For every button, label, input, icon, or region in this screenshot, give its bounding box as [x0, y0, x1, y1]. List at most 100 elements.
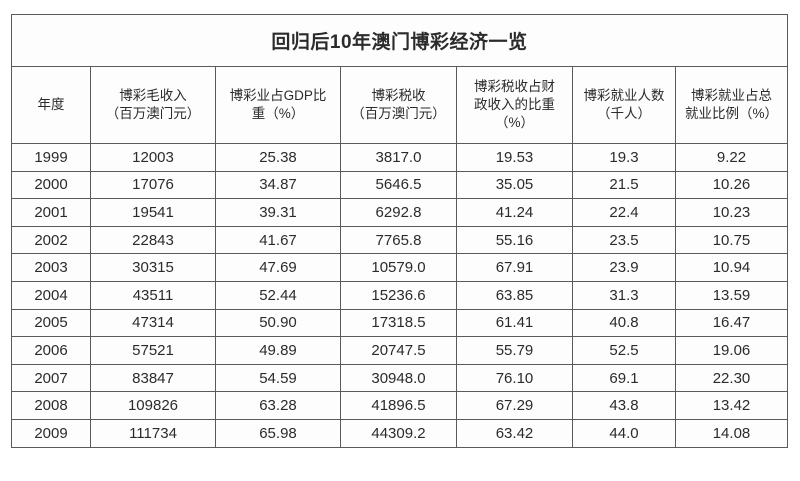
table-header-row: 年度 博彩毛收入 （百万澳门元） 博彩业占GDP比 重（%） 博彩税收 （百万澳门元） 博彩税… [11, 66, 788, 144]
table-cell: 55.79 [456, 336, 573, 365]
column-header-4: 博彩税收占财 政收入的比重 （%） [456, 66, 573, 144]
table-cell: 49.89 [215, 336, 341, 365]
column-header-line: 博彩业占GDP比 [229, 88, 327, 104]
table-title-row: 回归后10年澳门博彩经济一览 [11, 14, 788, 67]
table-cell: 22843 [90, 225, 216, 255]
table-cell: 17076 [90, 170, 216, 200]
column-header-line: 博彩税收 [371, 88, 426, 104]
row-year-cell: 2004 [11, 280, 91, 310]
column-header-line: 博彩税收占财 [474, 79, 555, 95]
table-cell: 63.42 [456, 418, 573, 448]
table-cell: 3817.0 [340, 143, 457, 172]
row-year-cell: 2002 [11, 225, 91, 255]
column-header-0: 年度 [11, 66, 91, 144]
table-cell: 30315 [90, 253, 216, 282]
column-header-line: 博彩就业人数 [583, 88, 665, 104]
row-year-cell: 2000 [11, 170, 91, 200]
table-cell: 13.42 [675, 391, 788, 420]
table-cell: 43.8 [572, 391, 676, 420]
table-cell: 20747.5 [340, 336, 457, 365]
table-cell: 47.69 [215, 253, 341, 282]
table-cell: 76.10 [456, 363, 573, 393]
column-header-5: 博彩就业人数 （千人） [572, 66, 676, 144]
table-cell: 43511 [90, 280, 216, 310]
table-cell: 30948.0 [340, 363, 457, 393]
column-header-line: （%） [494, 114, 534, 130]
column-header-1: 博彩毛收入 （百万澳门元） [90, 66, 216, 144]
table-cell: 52.44 [215, 280, 341, 310]
column-header-6: 博彩就业占总 就业比例（%） [675, 66, 788, 144]
table-cell: 19.06 [675, 336, 788, 365]
table-title: 回归后10年澳门博彩经济一览 [11, 14, 788, 67]
column-header-line: 博彩就业占总 [691, 88, 772, 104]
table-cell: 67.29 [456, 391, 573, 420]
table-row: 2003 30315 47.69 10579.0 67.91 23.9 10.94 [11, 253, 788, 282]
table-cell: 25.38 [215, 143, 341, 172]
table-row: 2009 111734 65.98 44309.2 63.42 44.0 14.08 [11, 418, 788, 448]
table-cell: 10579.0 [340, 253, 457, 282]
table-cell: 41896.5 [340, 391, 457, 420]
table-cell: 39.31 [215, 198, 341, 227]
table-cell: 9.22 [675, 143, 788, 172]
table-body: 回归后10年澳门博彩经济一览 年度 博彩毛收入 （百万澳门元） 博彩业占GDP比 重（%… [11, 14, 788, 448]
table-cell: 83847 [90, 363, 216, 393]
table-cell: 31.3 [572, 280, 676, 310]
column-header-line: （百万澳门元） [351, 106, 446, 121]
table-cell: 41.67 [215, 225, 341, 255]
table-cell: 19541 [90, 198, 216, 227]
row-year-cell: 2001 [11, 198, 91, 227]
column-header-line: 年度 [37, 97, 65, 113]
table-row: 2007 83847 54.59 30948.0 76.10 69.1 22.30 [11, 363, 788, 393]
table-cell: 23.5 [572, 225, 676, 255]
table-cell: 67.91 [456, 253, 573, 282]
table-cell: 63.85 [456, 280, 573, 310]
table-cell: 61.41 [456, 308, 573, 338]
column-header-line: 博彩毛收入 [119, 88, 187, 104]
table-cell: 10.75 [675, 225, 788, 255]
table-cell: 5646.5 [340, 170, 457, 200]
column-header-3: 博彩税收 （百万澳门元） [340, 66, 457, 144]
table-cell: 44309.2 [340, 418, 457, 448]
table-row: 2001 19541 39.31 6292.8 41.24 22.4 10.23 [11, 198, 788, 227]
table-cell: 13.59 [675, 280, 788, 310]
table-cell: 50.90 [215, 308, 341, 338]
row-year-cell: 2005 [11, 308, 91, 338]
row-year-cell: 2006 [11, 336, 91, 365]
table-cell: 54.59 [215, 363, 341, 393]
column-header-line: （百万澳门元） [105, 106, 201, 121]
macau-gaming-economy-table: 回归后10年澳门博彩经济一览 年度 博彩毛收入 （百万澳门元） 博彩业占GDP比 重（%… [11, 14, 788, 448]
table-cell: 47314 [90, 308, 216, 338]
table-cell: 7765.8 [340, 225, 457, 255]
column-header-line: 就业比例（%） [684, 106, 778, 121]
column-header-line: （千人） [597, 106, 651, 121]
table-cell: 69.1 [572, 363, 676, 393]
column-header-line: 政收入的比重 [474, 97, 555, 113]
table-cell: 40.8 [572, 308, 676, 338]
table-cell: 41.24 [456, 198, 573, 227]
table-cell: 63.28 [215, 391, 341, 420]
table-cell: 22.4 [572, 198, 676, 227]
table-row: 2002 22843 41.67 7765.8 55.16 23.5 10.75 [11, 225, 788, 255]
table-cell: 44.0 [572, 418, 676, 448]
table-cell: 19.3 [572, 143, 676, 172]
table-cell: 14.08 [675, 418, 788, 448]
table-cell: 35.05 [456, 170, 573, 200]
row-year-cell: 2008 [11, 391, 91, 420]
table-cell: 10.94 [675, 253, 788, 282]
table-cell: 10.23 [675, 198, 788, 227]
table-row: 2008 109826 63.28 41896.5 67.29 43.8 13.42 [11, 391, 788, 420]
table-cell: 34.87 [215, 170, 341, 200]
table-row: 1999 12003 25.38 3817.0 19.53 19.3 9.22 [11, 143, 788, 172]
table-cell: 65.98 [215, 418, 341, 448]
row-year-cell: 1999 [11, 143, 91, 172]
table-cell: 23.9 [572, 253, 676, 282]
gaming-economy-table-container: 回归后10年澳门博彩经济一览 年度 博彩毛收入 （百万澳门元） 博彩业占GDP比 重（%… [11, 14, 788, 448]
row-year-cell: 2009 [11, 418, 91, 448]
table-row: 2000 17076 34.87 5646.5 35.05 21.5 10.26 [11, 170, 788, 200]
table-cell: 12003 [90, 143, 216, 172]
table-cell: 22.30 [675, 363, 788, 393]
table-cell: 21.5 [572, 170, 676, 200]
table-cell: 111734 [90, 418, 216, 448]
table-cell: 10.26 [675, 170, 788, 200]
table-cell: 6292.8 [340, 198, 457, 227]
